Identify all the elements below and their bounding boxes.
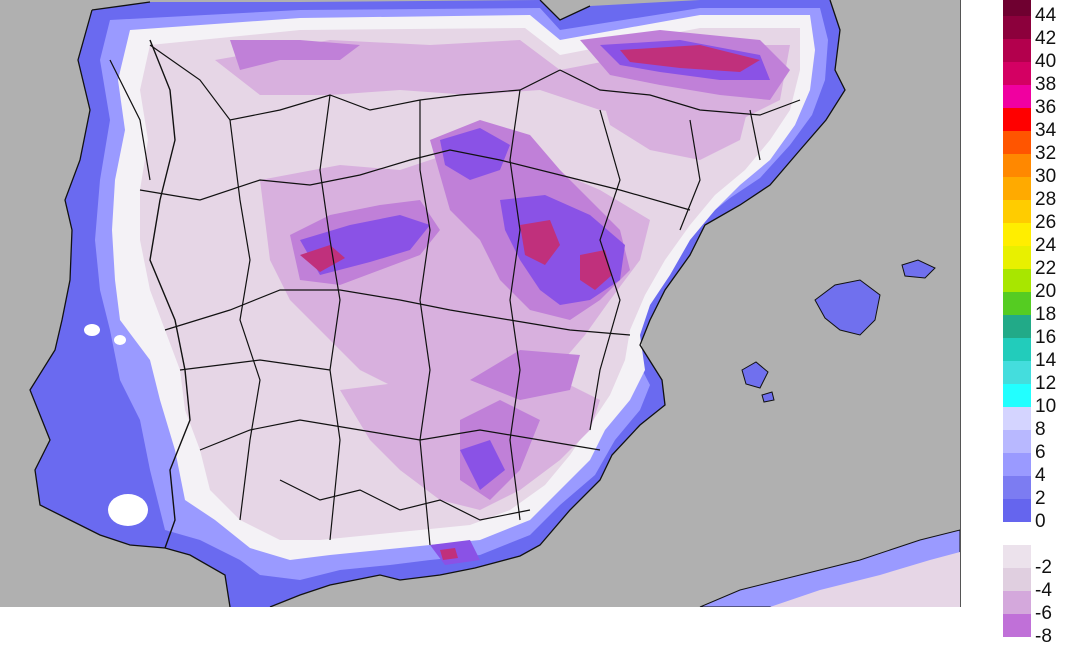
legend-row xyxy=(961,246,1080,269)
legend-swatch xyxy=(1003,85,1031,108)
legend-row xyxy=(961,338,1080,361)
balearic-islands xyxy=(741,259,936,403)
legend-label: 22 xyxy=(1035,258,1057,279)
legend-label: -2 xyxy=(1035,557,1052,578)
legend-row xyxy=(961,545,1080,568)
legend-label: 18 xyxy=(1035,304,1057,325)
legend-label: 4 xyxy=(1035,465,1046,486)
legend-label: 2 xyxy=(1035,488,1046,509)
legend-swatch xyxy=(1003,568,1031,591)
legend-row xyxy=(961,315,1080,338)
legend-swatch xyxy=(1003,430,1031,453)
legend-row xyxy=(961,200,1080,223)
legend-label: 36 xyxy=(1035,97,1057,118)
legend-row xyxy=(961,591,1080,614)
legend-row xyxy=(961,522,1080,545)
legend-label: -6 xyxy=(1035,603,1052,624)
legend-swatch xyxy=(1003,545,1031,568)
legend-swatch xyxy=(1003,292,1031,315)
legend-swatch xyxy=(1003,269,1031,292)
legend-swatch xyxy=(1003,200,1031,223)
legend-label: -4 xyxy=(1035,580,1052,601)
province-borders xyxy=(109,44,801,546)
legend-row xyxy=(961,223,1080,246)
legend-row xyxy=(961,453,1080,476)
legend-swatch xyxy=(1003,108,1031,131)
legend-row xyxy=(961,131,1080,154)
legend-label: 14 xyxy=(1035,350,1057,371)
portugal-border xyxy=(149,39,191,549)
legend-row xyxy=(961,499,1080,522)
legend-label: 12 xyxy=(1035,373,1057,394)
legend-swatch xyxy=(1003,407,1031,430)
legend-row xyxy=(961,269,1080,292)
legend-row xyxy=(961,292,1080,315)
legend-label: 44 xyxy=(1035,5,1057,26)
legend-swatch xyxy=(1003,499,1031,522)
land-magenta-spots xyxy=(300,45,760,560)
legend-label: 32 xyxy=(1035,143,1057,164)
legend-label: 10 xyxy=(1035,396,1057,417)
legend-row xyxy=(961,108,1080,131)
legend-row xyxy=(961,384,1080,407)
legend-swatch xyxy=(1003,522,1031,545)
coastline-outline xyxy=(29,0,846,607)
legend-swatch xyxy=(1003,315,1031,338)
legend-label: 42 xyxy=(1035,28,1057,49)
legend-row xyxy=(961,85,1080,108)
legend-row xyxy=(961,476,1080,499)
legend-row xyxy=(961,407,1080,430)
legend-swatch xyxy=(1003,246,1031,269)
legend-row xyxy=(961,361,1080,384)
legend-swatch xyxy=(1003,223,1031,246)
legend-swatch xyxy=(1003,177,1031,200)
white-patches xyxy=(84,324,148,526)
legend-row xyxy=(961,0,1080,16)
legend-swatch xyxy=(1003,16,1031,39)
legend-swatch xyxy=(1003,0,1031,16)
legend-label: 6 xyxy=(1035,442,1046,463)
legend-swatch xyxy=(1003,476,1031,499)
legend-row xyxy=(961,430,1080,453)
temperature-legend: 44 42 40 38 36 34 32 30 28 26 24 22 20 18 16 14 12 10 8 6 4 2… xyxy=(960,0,1080,647)
north-africa-interior xyxy=(770,552,960,607)
legend-row xyxy=(961,568,1080,591)
legend-label: 40 xyxy=(1035,51,1057,72)
legend-row xyxy=(961,62,1080,85)
legend-label: -8 xyxy=(1035,626,1052,647)
legend-swatch xyxy=(1003,453,1031,476)
legend-swatch xyxy=(1003,39,1031,62)
legend-swatch xyxy=(1003,338,1031,361)
legend-label: 16 xyxy=(1035,327,1057,348)
legend-label: 38 xyxy=(1035,74,1057,95)
legend-label: 28 xyxy=(1035,189,1057,210)
legend-row xyxy=(961,177,1080,200)
legend-row xyxy=(961,154,1080,177)
legend-row xyxy=(961,614,1080,637)
legend-label: 26 xyxy=(1035,212,1057,233)
legend-label: 8 xyxy=(1035,419,1046,440)
legend-label: 24 xyxy=(1035,235,1057,256)
legend-swatch xyxy=(1003,62,1031,85)
legend-row xyxy=(961,16,1080,39)
legend-label: 0 xyxy=(1035,511,1046,532)
legend-swatch xyxy=(1003,131,1031,154)
legend-label: 34 xyxy=(1035,120,1057,141)
legend-swatch xyxy=(1003,361,1031,384)
legend-swatch xyxy=(1003,614,1031,637)
legend-label: 30 xyxy=(1035,166,1057,187)
legend-swatch xyxy=(1003,384,1031,407)
legend-swatch xyxy=(1003,154,1031,177)
legend-swatch xyxy=(1003,591,1031,614)
legend-row xyxy=(961,39,1080,62)
legend-label: 20 xyxy=(1035,281,1057,302)
map-canvas xyxy=(29,0,960,607)
temperature-map[interactable] xyxy=(0,0,960,607)
